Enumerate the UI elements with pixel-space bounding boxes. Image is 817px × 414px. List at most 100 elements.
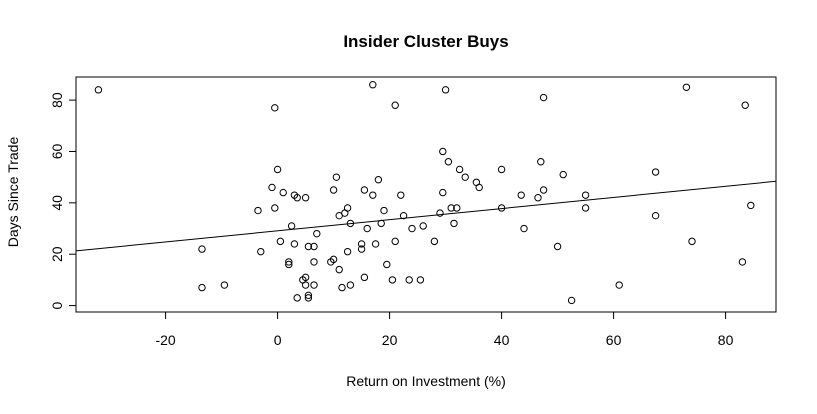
y-tick-label: 60: [49, 143, 65, 159]
data-point: [285, 258, 293, 266]
data-point: [450, 219, 458, 228]
data-point: [310, 242, 318, 251]
data-point: [615, 281, 623, 289]
x-tick-label: 20: [382, 332, 398, 348]
data-point: [357, 240, 366, 248]
y-tick-label: 80: [49, 92, 65, 108]
data-point: [343, 247, 352, 256]
data-point: [567, 296, 576, 305]
data-point: [441, 86, 450, 94]
x-axis: -20 0 20 40 60 80: [155, 311, 734, 348]
data-point: [399, 211, 408, 220]
y-axis: 0 20 40 60 80: [49, 92, 77, 309]
x-axis-label: Return on Investment (%): [346, 373, 506, 389]
data-point: [383, 260, 391, 269]
data-point: [343, 204, 352, 212]
data-point: [346, 219, 355, 228]
y-tick-label: 40: [49, 195, 65, 211]
data-point: [198, 283, 206, 292]
data-point: [360, 273, 369, 282]
data-point: [534, 194, 542, 202]
data-point: [338, 283, 346, 292]
data-point: [537, 158, 545, 166]
data-point: [363, 224, 371, 233]
data-point: [271, 204, 279, 212]
data-point: [553, 242, 562, 251]
data-point: [391, 237, 399, 246]
y-tick-label: 0: [49, 301, 65, 309]
data-point: [439, 188, 447, 197]
data-point: [304, 294, 313, 302]
y-tick-label: 20: [49, 246, 65, 262]
data-point: [257, 247, 265, 256]
x-tick-label: 60: [606, 332, 622, 348]
data-point: [198, 245, 206, 253]
data-point: [405, 276, 413, 284]
data-point: [346, 281, 355, 289]
data-point: [276, 237, 285, 246]
data-point: [682, 83, 691, 91]
data-point: [290, 240, 299, 248]
data-point: [220, 281, 229, 289]
data-point: [301, 273, 310, 282]
chart-title: Insider Cluster Buys: [343, 32, 508, 51]
data-point: [453, 204, 461, 212]
x-tick-label: 80: [718, 332, 734, 348]
data-point: [293, 194, 301, 202]
data-point: [388, 276, 397, 284]
data-point: [651, 211, 660, 220]
data-point: [301, 194, 310, 202]
data-point: [310, 281, 318, 289]
data-point: [273, 165, 282, 174]
data-point: [371, 240, 380, 248]
data-point: [559, 170, 567, 179]
data-point: [439, 147, 447, 156]
data-point: [360, 186, 369, 194]
data-point: [293, 294, 301, 302]
data-point: [329, 186, 338, 194]
data-point: [581, 204, 590, 212]
data-point: [461, 173, 469, 181]
data-point: [335, 265, 343, 274]
data-point: [539, 186, 548, 194]
data-point: [741, 101, 749, 109]
data-point: [391, 101, 399, 109]
data-point: [497, 204, 506, 212]
data-point: [369, 81, 377, 89]
plot-area: [75, 81, 777, 305]
data-point: [374, 176, 383, 184]
x-tick-label: 0: [274, 332, 282, 348]
regression-line: [75, 180, 777, 252]
data-point: [444, 158, 453, 166]
data-point: [581, 191, 590, 199]
data-point: [287, 222, 296, 230]
data-point: [377, 219, 385, 228]
data-point: [304, 291, 313, 300]
data-point: [497, 165, 506, 174]
data-point: [397, 191, 405, 199]
data-point: [517, 191, 525, 199]
data-point: [313, 229, 321, 238]
data-point: [271, 104, 279, 112]
data-point: [416, 276, 425, 284]
data-point: [447, 204, 455, 212]
data-point: [268, 183, 276, 192]
data-point: [747, 201, 755, 210]
data-point: [419, 222, 427, 230]
data-point: [369, 191, 377, 199]
data-point: [310, 258, 318, 266]
data-point: [408, 224, 416, 233]
data-point: [279, 188, 287, 197]
data-point: [357, 245, 366, 253]
data-point: [380, 206, 388, 215]
data-point: [332, 173, 341, 181]
data-point: [738, 258, 747, 266]
data-point: [430, 237, 439, 246]
data-point: [455, 165, 464, 174]
data-point: [688, 237, 696, 246]
data-point: [651, 168, 660, 176]
data-point: [329, 255, 338, 264]
x-tick-label: -20: [155, 332, 175, 348]
